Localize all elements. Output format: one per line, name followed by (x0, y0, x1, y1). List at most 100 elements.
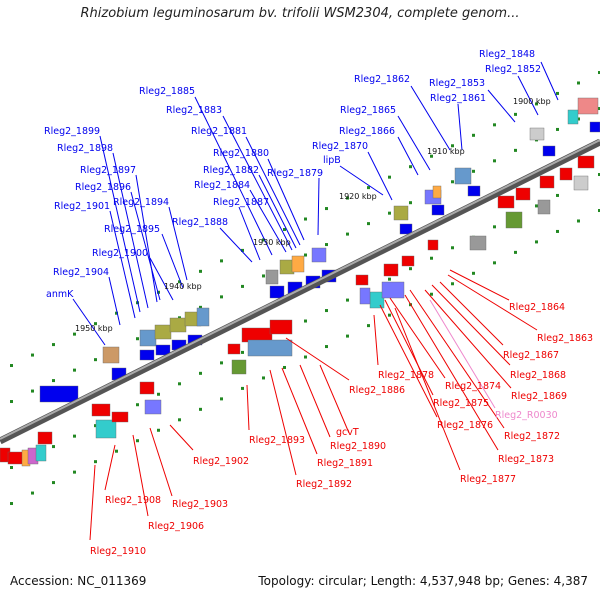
forward-gene-label[interactable]: Rleg2_1848 (479, 49, 535, 60)
reverse-gene-label[interactable]: Rleg2_1863 (537, 333, 593, 344)
forward-gene-label[interactable]: Rleg2_1900 (92, 248, 148, 259)
forward-gene-label[interactable]: Rleg2_1895 (104, 224, 160, 235)
reverse-gene-label[interactable]: Rleg2_R0030 (495, 410, 558, 421)
reverse-gene-label[interactable]: Rleg2_1908 (105, 495, 161, 506)
forward-gene-label[interactable]: Rleg2_1865 (340, 105, 396, 116)
gene-block[interactable] (155, 344, 171, 356)
forward-gene-label[interactable]: Rleg2_1879 (267, 168, 323, 179)
reverse-gene-label[interactable]: Rleg2_1893 (249, 435, 305, 446)
reverse-gene-label[interactable]: Rleg2_1902 (193, 456, 249, 467)
gene-block[interactable] (196, 307, 210, 327)
forward-gene-label[interactable]: Rleg2_1904 (53, 267, 109, 278)
reverse-gene-label[interactable]: gcvT (336, 427, 359, 438)
forward-gene-label[interactable]: Rleg2_1884 (194, 180, 250, 191)
gene-block[interactable] (537, 199, 551, 215)
gene-block[interactable] (111, 411, 129, 423)
gene-block[interactable] (567, 109, 579, 125)
forward-gene-label[interactable]: Rleg2_1888 (172, 217, 228, 228)
gene-block[interactable] (39, 385, 79, 403)
gene-block[interactable] (401, 255, 415, 267)
gene-block[interactable] (291, 255, 305, 273)
gene-block[interactable] (95, 419, 117, 439)
gene-block[interactable] (144, 399, 162, 415)
forward-gene-label[interactable]: Rleg2_1882 (203, 165, 259, 176)
reverse-gene-label[interactable]: Rleg2_1891 (317, 458, 373, 469)
gene-block[interactable] (542, 145, 556, 157)
forward-gene-label[interactable]: Rleg2_1894 (113, 197, 169, 208)
gene-block[interactable] (529, 127, 545, 141)
reverse-gene-label[interactable]: Rleg2_1886 (349, 385, 405, 396)
gene-block[interactable] (383, 263, 399, 277)
gene-block[interactable] (393, 205, 409, 221)
forward-gene-label[interactable]: Rleg2_1853 (429, 78, 485, 89)
gene-block[interactable] (577, 97, 599, 115)
reverse-gene-label[interactable]: Rleg2_1875 (433, 398, 489, 409)
gene-block[interactable] (227, 343, 241, 355)
forward-gene-label[interactable]: Rleg2_1861 (430, 93, 486, 104)
gene-block[interactable] (265, 269, 279, 285)
reverse-gene-label[interactable]: Rleg2_1892 (296, 479, 352, 490)
forward-gene-label[interactable]: Rleg2_1901 (54, 201, 110, 212)
gene-block[interactable] (311, 247, 327, 263)
reverse-gene-label[interactable]: Rleg2_1872 (504, 431, 560, 442)
gene-block[interactable] (539, 175, 555, 189)
reverse-gene-label[interactable]: Rleg2_1873 (498, 454, 554, 465)
gene-block[interactable] (139, 381, 155, 395)
gene-block[interactable] (139, 349, 155, 361)
reverse-gene-label[interactable]: Rleg2_1910 (90, 546, 146, 557)
gene-block[interactable] (381, 281, 405, 299)
gene-block[interactable] (37, 431, 53, 445)
forward-gene-label[interactable]: Rleg2_1880 (213, 148, 269, 159)
forward-gene-label[interactable]: Rleg2_1852 (485, 64, 541, 75)
gene-block[interactable] (269, 285, 285, 299)
reverse-gene-label[interactable]: Rleg2_1906 (148, 521, 204, 532)
forward-gene-label[interactable]: Rleg2_1887 (213, 197, 269, 208)
forward-gene-label[interactable]: Rleg2_1899 (44, 126, 100, 137)
reverse-gene-label[interactable]: Rleg2_1874 (445, 381, 501, 392)
gene-block[interactable] (139, 329, 157, 347)
forward-gene-label[interactable]: Rleg2_1870 (312, 141, 368, 152)
gene-block[interactable] (573, 175, 589, 191)
gene-block[interactable] (355, 274, 369, 286)
forward-gene-label[interactable]: Rleg2_1897 (80, 165, 136, 176)
gene-block[interactable] (515, 187, 531, 201)
reverse-gene-label[interactable]: Rleg2_1903 (172, 499, 228, 510)
gene-block[interactable] (35, 444, 47, 462)
forward-gene-label[interactable]: lipB (323, 155, 341, 166)
gene-block[interactable] (427, 239, 439, 251)
gene-block[interactable] (231, 359, 247, 375)
gene-block[interactable] (469, 235, 487, 251)
gene-block[interactable] (559, 167, 573, 181)
reverse-gene-label[interactable]: Rleg2_1868 (510, 370, 566, 381)
gene-block[interactable] (577, 155, 595, 169)
gene-block[interactable] (399, 223, 413, 235)
gene-block[interactable] (102, 346, 120, 364)
forward-gene-label[interactable]: Rleg2_1866 (339, 126, 395, 137)
gene-block[interactable] (154, 324, 172, 340)
reverse-gene-label[interactable]: Rleg2_1876 (437, 420, 493, 431)
forward-gene-label[interactable]: Rleg2_1862 (354, 74, 410, 85)
gene-block[interactable] (589, 121, 600, 133)
gene-block[interactable] (432, 185, 442, 199)
forward-gene-label[interactable]: Rleg2_1881 (191, 126, 247, 137)
reverse-gene-label[interactable]: Rleg2_1867 (503, 350, 559, 361)
reverse-gene-label[interactable]: Rleg2_1869 (511, 391, 567, 402)
gene-block[interactable] (169, 317, 187, 333)
reverse-gene-label[interactable]: Rleg2_1878 (378, 370, 434, 381)
forward-gene-label[interactable]: Rleg2_1885 (139, 86, 195, 97)
forward-gene-label[interactable]: anmK (46, 289, 74, 300)
gene-block[interactable] (247, 339, 293, 357)
gene-block[interactable] (467, 185, 481, 197)
gene-block[interactable] (454, 167, 472, 185)
forward-gene-label[interactable]: Rleg2_1896 (75, 182, 131, 193)
gene-block[interactable] (91, 403, 111, 417)
reverse-gene-label[interactable]: Rleg2_1864 (509, 302, 565, 313)
gene-block[interactable] (431, 204, 445, 216)
reverse-gene-label[interactable]: Rleg2_1877 (460, 474, 516, 485)
forward-gene-label[interactable]: Rleg2_1898 (57, 143, 113, 154)
forward-gene-label[interactable]: Rleg2_1883 (166, 105, 222, 116)
gene-block[interactable] (505, 211, 523, 229)
gene-block[interactable] (359, 287, 371, 305)
reverse-gene-label[interactable]: Rleg2_1890 (330, 441, 386, 452)
gene-block[interactable] (269, 319, 293, 335)
